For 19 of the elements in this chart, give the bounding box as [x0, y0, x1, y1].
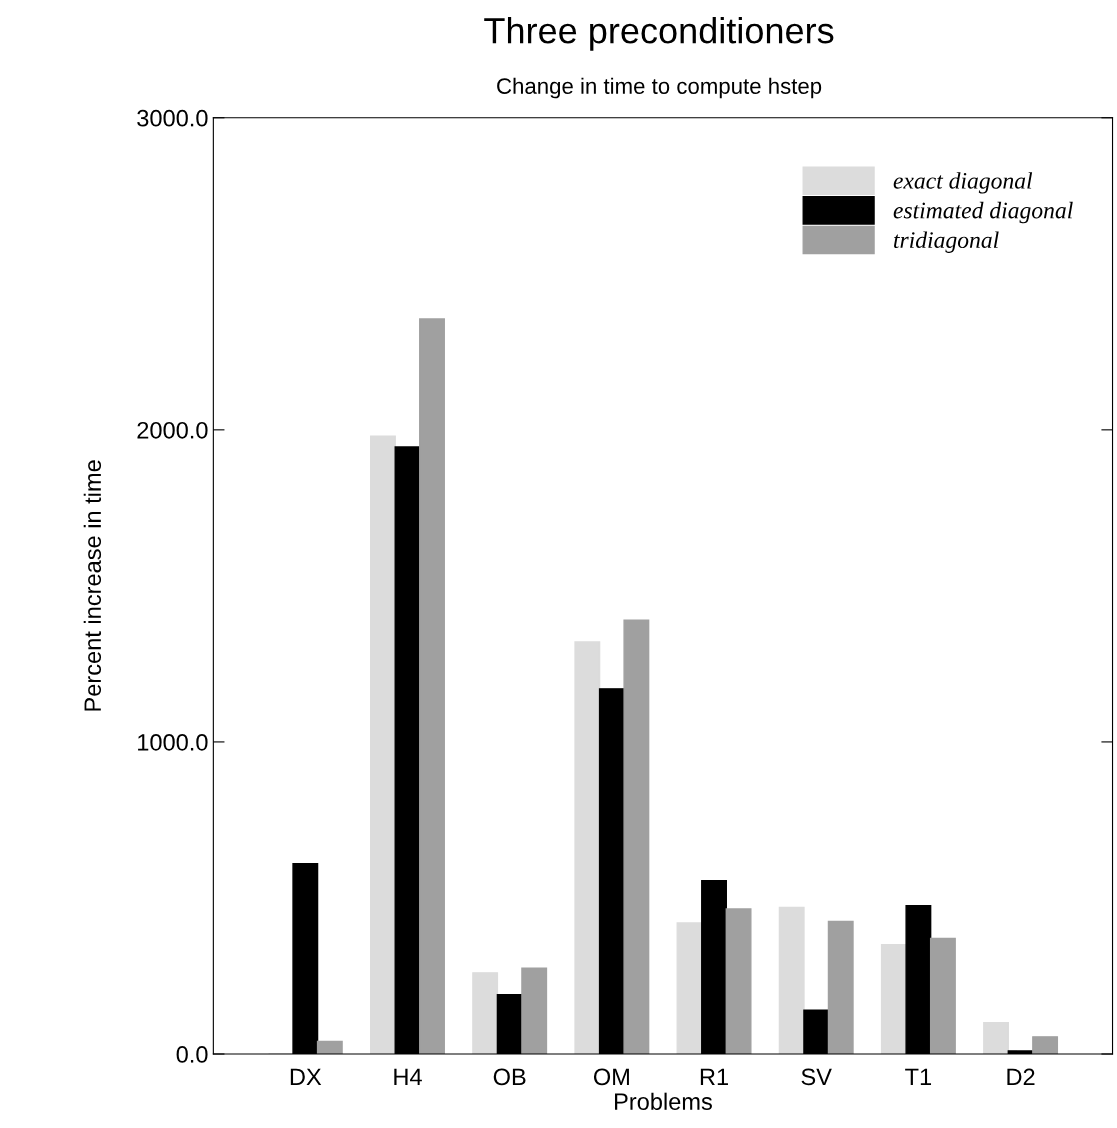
x-tick-label: H4	[394, 1068, 422, 1085]
y-tick-label: 3000.0	[137, 109, 208, 127]
legend-label: estimated diagonal	[893, 201, 1073, 224]
x-tick-label: DX	[290, 1068, 322, 1085]
x-tick-label: R1	[700, 1068, 728, 1085]
x-tick-label: OM	[593, 1068, 629, 1086]
x-tick-label: T1	[905, 1068, 932, 1085]
chart-title: Three preconditioners	[484, 17, 834, 51]
y-axis-title: Percent increase in time	[83, 460, 102, 711]
legend-label: tridiagonal	[893, 231, 999, 253]
x-tick-label: D2	[1007, 1068, 1035, 1085]
y-tick-label: 0.0	[176, 1046, 208, 1063]
x-tick-label: OB	[493, 1068, 526, 1086]
chart-subtitle: Change in time to compute hstep	[497, 77, 822, 99]
x-tick-label: SV	[801, 1068, 832, 1086]
x-axis-title: Problems	[615, 1092, 712, 1111]
y-tick-label: 2000.0	[137, 421, 208, 439]
legend-label: exact diagonal	[893, 172, 1033, 194]
y-tick-label: 1000.0	[138, 733, 208, 751]
